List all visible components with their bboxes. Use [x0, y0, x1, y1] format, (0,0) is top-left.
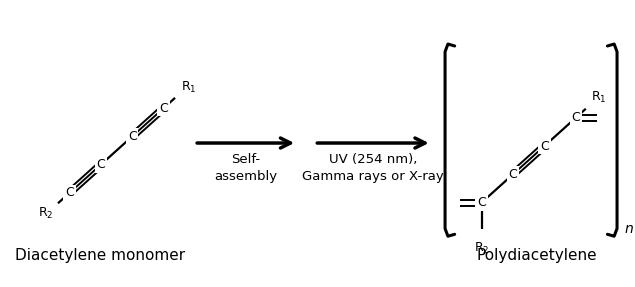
Text: Self-
assembly: Self- assembly: [214, 153, 277, 183]
Text: C: C: [509, 168, 518, 181]
Text: R$_1$: R$_1$: [181, 80, 196, 95]
Text: C: C: [477, 196, 486, 209]
Text: Polydiacetylene: Polydiacetylene: [477, 248, 598, 263]
Text: C: C: [572, 111, 580, 124]
Text: C: C: [159, 102, 168, 115]
Text: UV (254 nm),
Gamma rays or X-ray: UV (254 nm), Gamma rays or X-ray: [302, 153, 444, 183]
Text: R$_2$: R$_2$: [37, 206, 53, 221]
Text: R$_2$: R$_2$: [474, 241, 490, 256]
Text: Diacetylene monomer: Diacetylene monomer: [15, 248, 185, 263]
Text: C: C: [540, 139, 549, 152]
Text: R$_1$: R$_1$: [591, 90, 607, 105]
Text: C: C: [65, 187, 74, 199]
Text: C: C: [128, 130, 137, 143]
Text: C: C: [97, 158, 105, 171]
Text: n: n: [625, 222, 634, 236]
